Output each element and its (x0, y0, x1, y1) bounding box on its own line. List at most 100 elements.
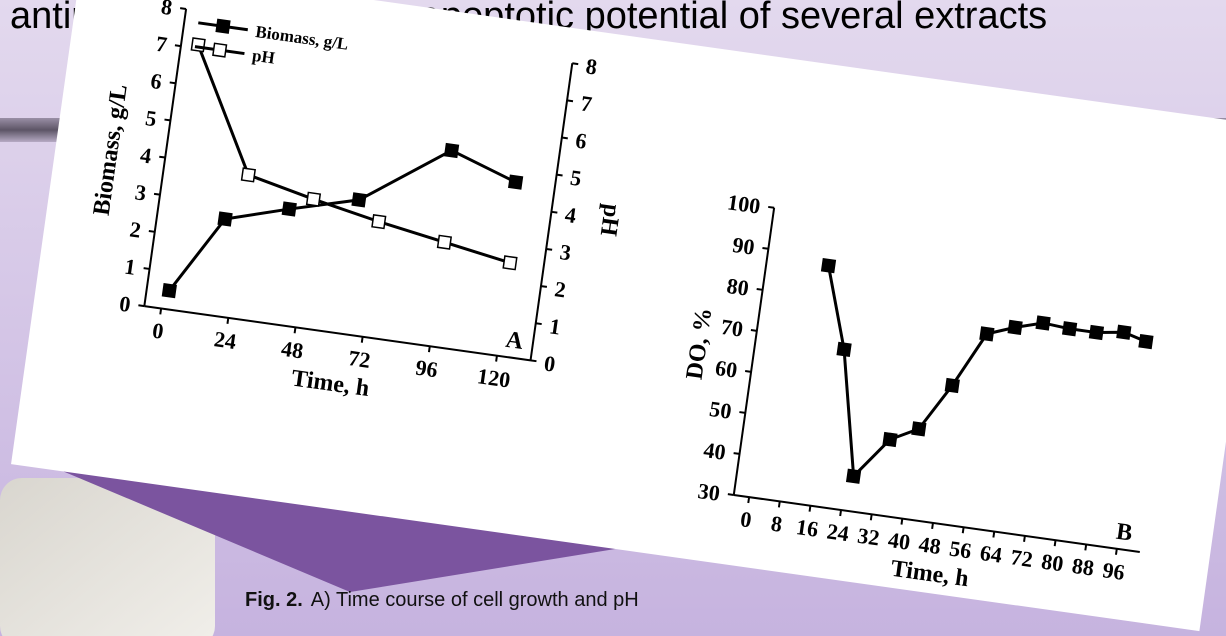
y-tick (159, 157, 165, 158)
x-tick (1116, 549, 1117, 555)
y-tick (768, 207, 774, 208)
x-tick (429, 346, 430, 352)
x-tick (1085, 544, 1086, 550)
x-tick (1055, 540, 1056, 546)
x-tick-label: 32 (856, 523, 881, 551)
x-tick-label: 16 (795, 514, 820, 542)
y-tick-label: 50 (708, 396, 733, 424)
y-tick (757, 289, 763, 290)
data-point (352, 193, 366, 207)
y-tick-label: 80 (725, 273, 750, 301)
x-tick-label: 96 (414, 355, 439, 383)
y2-tick (572, 63, 578, 64)
data-point (1036, 316, 1050, 330)
x-tick (496, 356, 497, 362)
data-point (847, 469, 861, 483)
y-tick (728, 494, 734, 495)
data-point (1008, 321, 1022, 335)
data-point (282, 202, 296, 216)
y-tick (762, 248, 768, 249)
y2-tick (541, 286, 547, 287)
y2-tick (557, 175, 563, 176)
y-tick (164, 120, 170, 121)
y-tick (175, 45, 181, 46)
data-point (822, 259, 836, 273)
y-tick (138, 305, 144, 306)
data-point (912, 422, 926, 436)
y-tick-label: 30 (696, 478, 721, 506)
y-tick-label: 70 (719, 314, 744, 342)
y-tick (144, 268, 150, 269)
x-tick-label: 48 (280, 336, 305, 364)
y-tick (154, 194, 160, 195)
page: antiproliferative and pro-apoptotic pote… (0, 0, 1226, 636)
data-point (509, 175, 523, 189)
data-point (1139, 335, 1153, 349)
y2-tick (562, 138, 568, 139)
y-tick (739, 412, 745, 413)
data-point (980, 327, 994, 341)
x-tick-label: 24 (825, 518, 850, 546)
x-tick (993, 532, 994, 538)
y-tick (751, 330, 757, 331)
y2-tick (546, 249, 552, 250)
data-point (307, 192, 321, 206)
y-tick (180, 8, 186, 9)
y-tick (149, 231, 155, 232)
y-tick-label: 60 (714, 355, 739, 383)
y2-tick (551, 212, 557, 213)
x-tick (932, 523, 933, 529)
data-point (242, 168, 256, 182)
legend-marker (213, 43, 227, 57)
data-point (945, 379, 959, 393)
x-tick (295, 327, 296, 333)
data-point (1063, 322, 1077, 336)
data-point (837, 343, 851, 357)
caption-label: Fig. 2. (245, 589, 303, 611)
y2-tick (567, 100, 573, 101)
x-tick-label: 72 (347, 345, 372, 373)
x-tick-label: 48 (917, 531, 942, 559)
x-tick (871, 514, 872, 520)
x-tick (227, 318, 228, 324)
data-point (1117, 325, 1131, 339)
data-point (218, 212, 232, 226)
y-tick-label: 90 (731, 232, 756, 260)
legend-label: pH (251, 46, 276, 68)
x-tick (748, 497, 749, 503)
x-tick-label: 72 (1009, 544, 1034, 572)
x-tick (840, 510, 841, 516)
data-point (191, 38, 205, 52)
x-tick-label: 24 (213, 326, 238, 354)
x-tick (779, 501, 780, 507)
x-tick-label: 80 (1040, 549, 1065, 577)
x-tick-label: 96 (1101, 557, 1126, 585)
y-tick (745, 371, 751, 372)
data-point (445, 144, 459, 158)
x-tick (1024, 536, 1025, 542)
data-point (438, 235, 452, 249)
y-tick (734, 453, 740, 454)
x-tick-label: 88 (1070, 553, 1095, 581)
y2-tick (536, 323, 542, 324)
y-tick-label: 40 (702, 437, 727, 465)
y-tick-label: 100 (726, 189, 762, 218)
data-point (163, 284, 177, 298)
y-tick (170, 82, 176, 83)
caption-text: A) Time course of cell growth and pH (311, 589, 639, 611)
x-tick-label: 40 (887, 527, 912, 555)
x-tick (160, 308, 161, 314)
legend-marker (216, 20, 230, 34)
data-point (503, 256, 517, 270)
x-tick-label: 56 (948, 536, 973, 564)
y2-axis-label: pH (595, 202, 625, 238)
y2-tick (531, 360, 537, 361)
x-tick-label: 120 (476, 363, 512, 392)
x-tick (963, 527, 964, 533)
x-tick (362, 337, 363, 343)
x-tick-label: 64 (978, 540, 1003, 568)
data-point (1090, 326, 1104, 340)
x-tick (901, 519, 902, 525)
data-point (883, 433, 897, 447)
x-tick (810, 506, 811, 512)
